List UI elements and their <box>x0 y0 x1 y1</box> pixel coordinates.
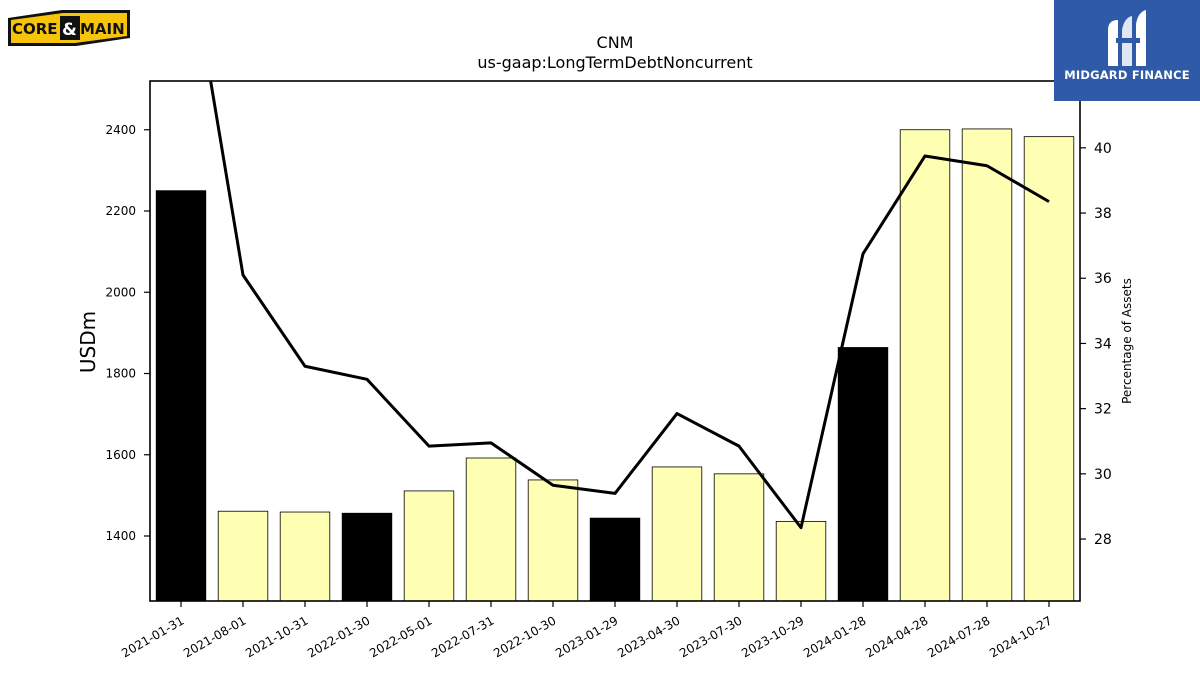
y2-tick-label: 32 <box>1094 402 1112 418</box>
y-tick-label: 2000 <box>105 285 136 299</box>
x-tick-label: 2022-10-30 <box>491 613 558 660</box>
x-tick-label: 2024-04-28 <box>863 613 930 660</box>
x-tick-label: 2023-04-30 <box>615 613 682 660</box>
x-tick-label: 2023-10-29 <box>739 613 806 660</box>
y2-tick-label: 30 <box>1094 467 1112 483</box>
midgard-mark-icon <box>1108 10 1146 66</box>
x-tick-label: 2021-01-31 <box>119 613 186 660</box>
midgard-finance-logo: MIDGARD FINANCE <box>1054 0 1200 101</box>
core-logo-left-text: CORE <box>12 20 58 38</box>
y2-axis-label: Percentage of Assets <box>1120 278 1134 404</box>
y-tick-label: 1400 <box>105 529 136 543</box>
bar-2023-01-29 <box>589 517 641 601</box>
line-group <box>209 81 1050 530</box>
y2-tick-label: 40 <box>1094 141 1112 157</box>
bar-2023-07-30 <box>713 473 765 601</box>
midgard-logo-text: MIDGARD FINANCE <box>1064 68 1190 82</box>
y-tick-label: 2200 <box>105 204 136 218</box>
x-tick-label: 2021-08-01 <box>181 613 248 660</box>
y2-tick-label: 28 <box>1094 532 1112 548</box>
chart-title: CNM <box>597 33 634 52</box>
bar-2023-04-30 <box>651 466 703 601</box>
bar-2024-07-28 <box>961 128 1013 601</box>
x-tick-label: 2022-07-31 <box>429 613 496 660</box>
x-tick-label: 2021-10-31 <box>243 613 310 660</box>
y-tick-label: 1600 <box>105 448 136 462</box>
y-tick-label: 2400 <box>105 123 136 137</box>
y-axis-label: USDm <box>76 311 100 373</box>
bar-2024-04-28 <box>899 129 951 601</box>
core-logo-amp: & <box>62 20 77 40</box>
bars-group <box>155 128 1075 601</box>
bar-2024-01-28 <box>837 347 889 601</box>
bar-2022-01-30 <box>341 512 393 601</box>
x-ticks-group: 2021-01-312021-08-012021-10-312022-01-30… <box>119 601 1055 660</box>
bar-2022-10-30 <box>527 479 579 601</box>
y-tick-label: 1800 <box>105 367 136 381</box>
y2-tick-label: 34 <box>1094 336 1112 352</box>
y2-ticks-group: 28 30 32 34 36 38 40 <box>1080 141 1112 548</box>
y-ticks-group: 1400 1600 1800 2000 2200 2400 <box>105 123 150 543</box>
bar-2021-08-01 <box>217 510 269 601</box>
core-and-main-logo: CORE & MAIN <box>8 8 140 48</box>
bar-2021-10-31 <box>279 511 331 601</box>
core-logo-right-text: MAIN <box>80 20 125 38</box>
y2-tick-label: 36 <box>1094 271 1112 287</box>
bar-2023-10-29 <box>775 520 827 601</box>
x-tick-label: 2022-05-01 <box>367 613 434 660</box>
x-tick-label: 2023-01-29 <box>553 613 620 660</box>
x-tick-label: 2023-07-30 <box>677 613 744 660</box>
x-tick-label: 2022-01-30 <box>305 613 372 660</box>
bar-2024-10-27 <box>1023 136 1075 601</box>
x-tick-label: 2024-10-27 <box>987 613 1054 660</box>
bar-2022-07-31 <box>465 457 517 601</box>
bar-2021-01-31 <box>155 190 207 601</box>
x-tick-label: 2024-07-28 <box>925 613 992 660</box>
percentage-of-assets-line <box>209 81 1050 530</box>
x-tick-label: 2024-01-28 <box>801 613 868 660</box>
chart-subtitle: us-gaap:LongTermDebtNoncurrent <box>477 53 752 72</box>
y2-tick-label: 38 <box>1094 206 1112 222</box>
bar-2022-05-01 <box>403 490 455 601</box>
